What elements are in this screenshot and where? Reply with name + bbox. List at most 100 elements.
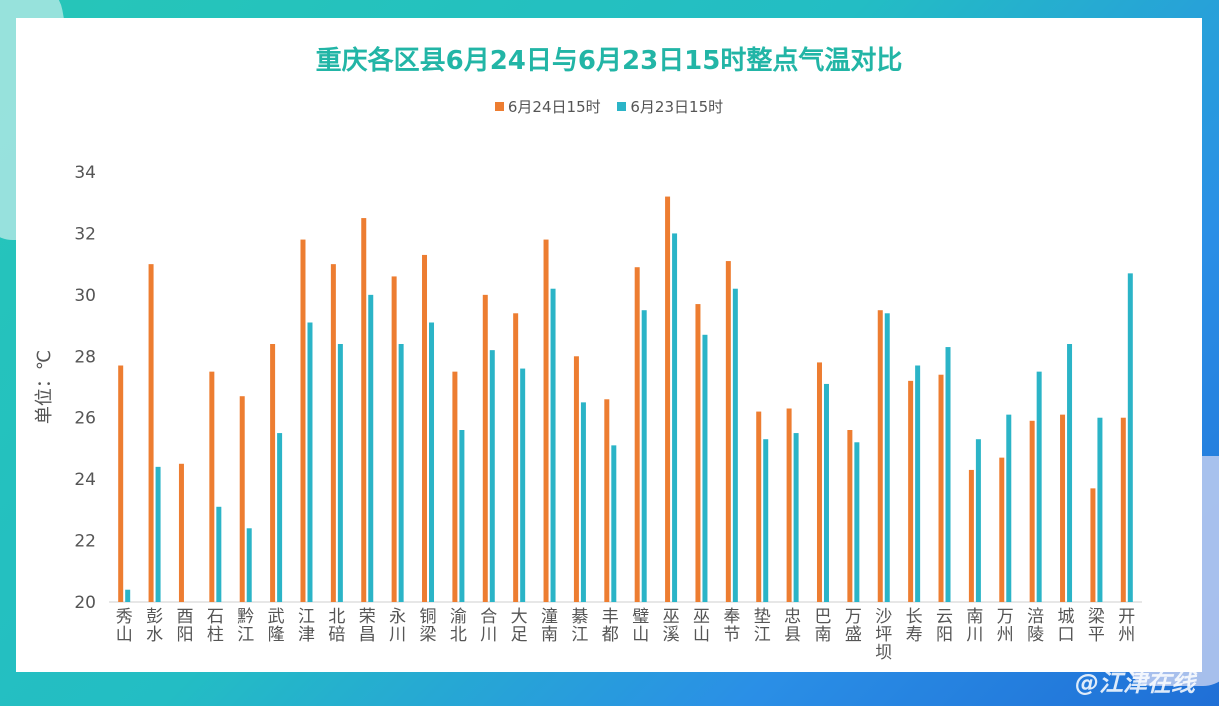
bar-jun23-5 — [277, 433, 283, 602]
bar-jun23-26 — [915, 365, 921, 602]
bar-jun23-27 — [945, 347, 951, 602]
x-tick-label: 石柱 — [207, 607, 224, 645]
bar-jun23-33 — [1127, 273, 1133, 602]
bar-jun23-20 — [732, 288, 738, 602]
bar-jun24-33 — [1120, 417, 1126, 602]
x-tick-label: 潼南 — [541, 607, 558, 645]
bar-jun24-18 — [665, 196, 671, 603]
bar-jun24-11 — [452, 371, 458, 602]
bar-jun23-25 — [884, 313, 890, 602]
bar-jun24-0 — [118, 365, 124, 602]
bar-jun24-22 — [786, 408, 792, 602]
bar-jun23-0 — [125, 589, 131, 602]
x-tick-label: 綦江 — [571, 607, 588, 645]
bar-jun24-2 — [178, 463, 184, 602]
bar-jun23-31 — [1067, 344, 1073, 602]
bar-jun24-25 — [877, 310, 883, 602]
bar-jun24-24 — [847, 430, 853, 602]
bar-jun24-7 — [330, 264, 336, 602]
y-tick-label: 28 — [74, 347, 96, 367]
bar-jun24-32 — [1090, 488, 1096, 602]
x-tick-label: 开州 — [1118, 607, 1135, 645]
bar-jun24-27 — [938, 374, 944, 602]
bar-jun23-12 — [489, 350, 495, 602]
chart-legend: 6月24日15时 6月23日15时 — [16, 96, 1202, 117]
legend-swatch-series-2 — [617, 102, 627, 111]
x-tick-label: 忠县 — [784, 607, 801, 645]
chart-title: 重庆各区县6月24日与6月23日15时整点气温对比 — [315, 46, 903, 76]
bar-jun24-31 — [1060, 414, 1066, 602]
bar-jun23-6 — [307, 322, 313, 602]
bar-jun24-19 — [695, 304, 701, 602]
y-tick-label: 26 — [74, 409, 96, 429]
bar-jun23-4 — [246, 528, 252, 602]
bar-jun24-28 — [968, 469, 974, 602]
bar-jun24-30 — [1029, 420, 1035, 602]
x-tick-label: 万州 — [997, 607, 1014, 645]
bar-jun23-3 — [216, 506, 222, 602]
bar-jun24-5 — [270, 344, 276, 602]
bar-jun24-14 — [543, 239, 549, 603]
bar-jun23-13 — [520, 368, 526, 602]
x-tick-label: 荣昌 — [359, 607, 376, 645]
bar-jun24-21 — [756, 411, 762, 602]
x-tick-label: 秀山 — [116, 607, 133, 645]
x-tick-label: 渝北 — [450, 607, 467, 645]
bar-jun23-15 — [580, 402, 586, 602]
x-tick-label: 璧山 — [632, 607, 649, 645]
bar-jun24-8 — [361, 218, 367, 603]
x-tick-label: 奉节 — [723, 607, 740, 645]
x-tick-label: 梁平 — [1088, 607, 1105, 645]
legend-item-series-1: 6月24日15时 — [494, 96, 601, 117]
y-tick-label: 30 — [74, 286, 96, 306]
watermark-text: @江津在线 — [1075, 669, 1195, 697]
bar-jun24-23 — [816, 362, 822, 602]
y-tick-label: 20 — [74, 593, 96, 613]
bar-jun23-32 — [1097, 417, 1103, 602]
bar-jun23-23 — [823, 383, 829, 602]
x-tick-label: 涪陵 — [1027, 607, 1044, 645]
x-tick-label: 彭水 — [146, 607, 163, 645]
legend-label-series-2: 6月23日15时 — [630, 98, 724, 116]
legend-item-series-2: 6月23日15时 — [617, 96, 723, 117]
bar-jun23-18 — [672, 233, 678, 602]
y-tick-label: 34 — [74, 163, 96, 183]
x-tick-label: 巫溪 — [663, 607, 680, 645]
bar-jun24-13 — [513, 313, 519, 602]
x-tick-label: 江津 — [298, 607, 315, 645]
x-tick-label: 垫江 — [754, 607, 771, 645]
bar-jun24-9 — [391, 276, 397, 602]
legend-label-series-1: 6月24日15时 — [507, 98, 601, 116]
bar-jun24-10 — [422, 254, 428, 602]
bar-jun23-24 — [854, 442, 860, 602]
bar-jun24-3 — [209, 371, 215, 602]
chart-card: 重庆各区县6月24日与6月23日15时整点气温对比 6月24日15时 6月23日… — [16, 18, 1202, 672]
bar-jun24-4 — [239, 396, 245, 602]
bar-jun23-8 — [368, 294, 374, 602]
x-tick-label: 城口 — [1058, 607, 1075, 645]
y-tick-label: 32 — [74, 224, 96, 244]
bar-jun23-11 — [459, 430, 465, 602]
bar-jun24-26 — [908, 380, 914, 602]
x-tick-label: 云阳 — [936, 607, 953, 645]
bar-jun24-29 — [999, 457, 1005, 602]
x-tick-label: 长寿 — [906, 607, 923, 645]
y-tick-label: 22 — [74, 532, 96, 552]
x-tick-label: 酉阳 — [176, 607, 193, 645]
x-tick-label: 永川 — [389, 607, 406, 645]
bar-jun24-17 — [634, 267, 640, 602]
bar-jun23-1 — [155, 466, 161, 602]
bar-jun23-19 — [702, 334, 708, 602]
y-axis-label: 单位：℃ — [34, 350, 55, 424]
x-tick-label: 丰都 — [602, 607, 619, 645]
x-tick-label: 合川 — [480, 607, 497, 645]
bar-jun23-30 — [1036, 371, 1042, 602]
bar-jun24-15 — [573, 356, 579, 602]
y-tick-label: 24 — [74, 470, 96, 490]
x-tick-label: 南川 — [966, 607, 983, 645]
x-tick-label: 沙坪坝 — [875, 607, 892, 663]
x-tick-label: 铜梁 — [420, 607, 437, 645]
bar-jun23-10 — [429, 322, 435, 602]
bar-jun23-17 — [641, 310, 647, 602]
x-tick-label: 巫山 — [693, 607, 710, 645]
